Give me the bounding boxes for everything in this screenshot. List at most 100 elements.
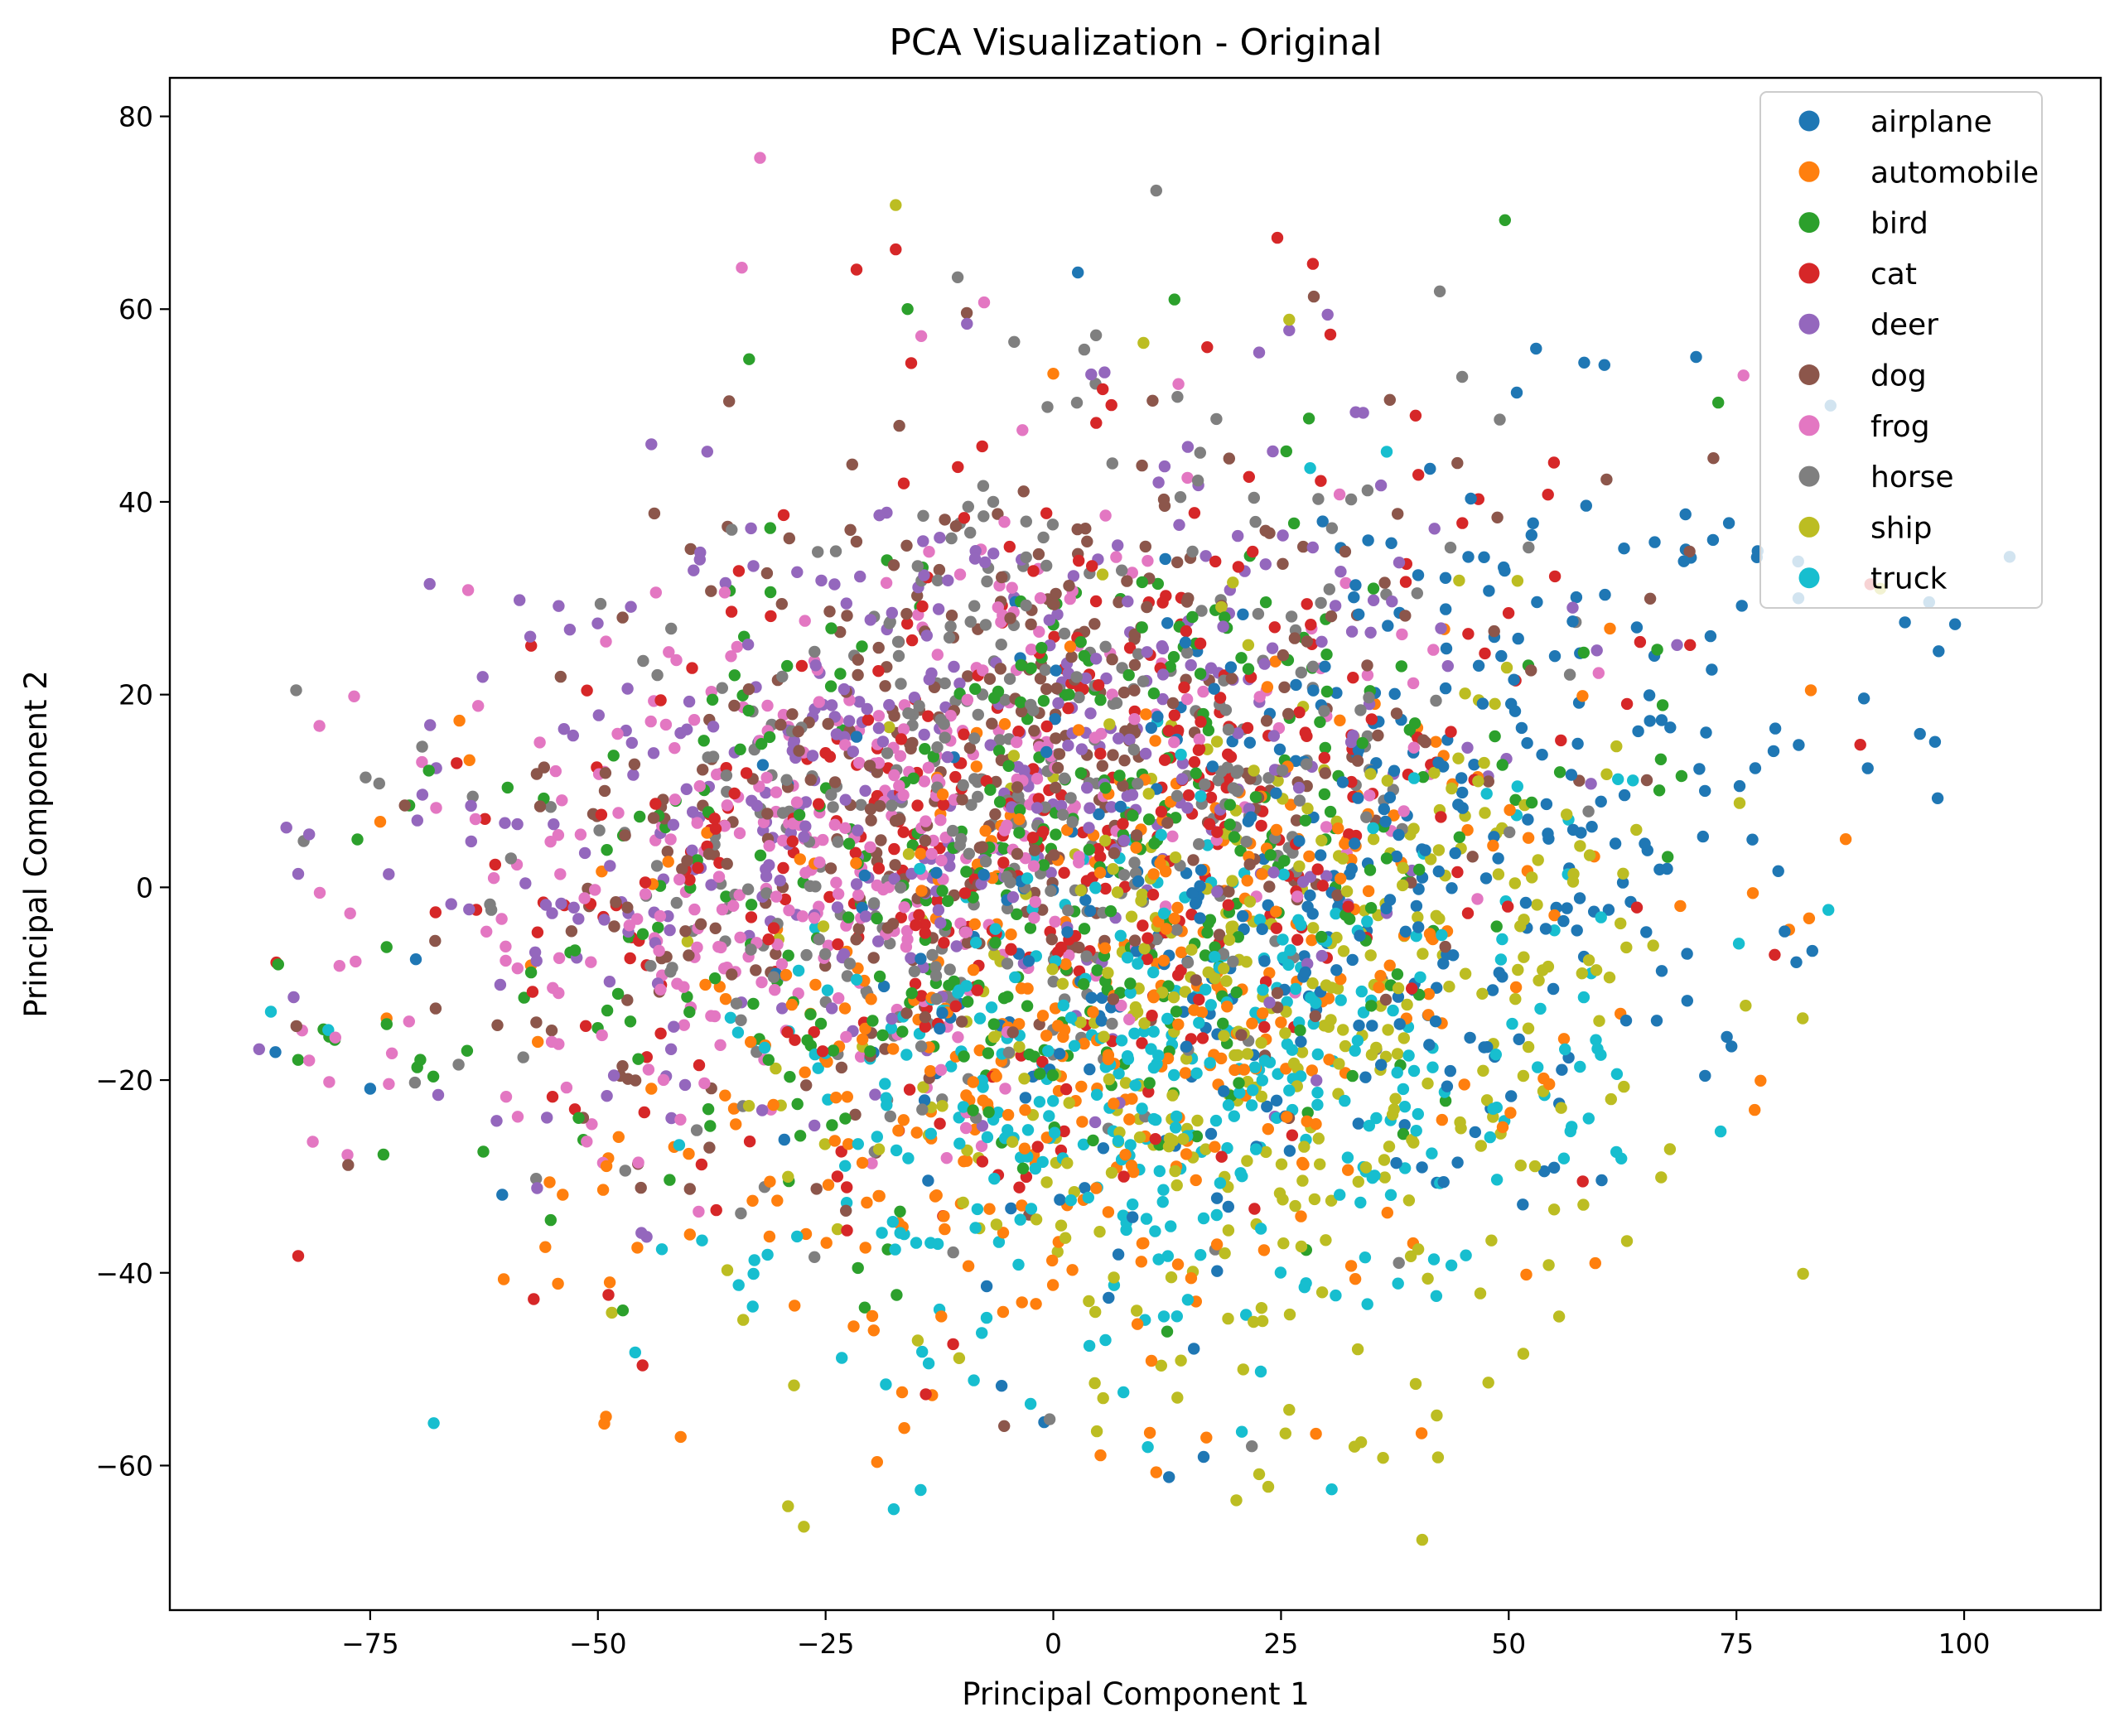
point-dog xyxy=(1383,393,1397,406)
point-frog xyxy=(734,931,746,944)
point-airplane xyxy=(1493,967,1506,979)
point-dog xyxy=(900,1007,913,1020)
point-ship xyxy=(961,1144,973,1157)
point-cat xyxy=(1003,540,1016,553)
point-frog xyxy=(1027,860,1040,872)
point-horse xyxy=(1494,413,1506,426)
point-dog xyxy=(900,608,913,620)
point-deer xyxy=(1098,366,1111,379)
point-airplane xyxy=(1204,1127,1218,1140)
point-horse xyxy=(1047,976,1060,988)
point-bird xyxy=(1525,796,1538,809)
point-ship xyxy=(1255,1090,1268,1103)
point-horse xyxy=(1099,640,1112,653)
point-airplane xyxy=(1180,1040,1193,1053)
point-dog xyxy=(1117,686,1131,699)
point-cat xyxy=(1196,1032,1209,1044)
point-cat xyxy=(1026,832,1040,844)
point-dog xyxy=(1141,600,1153,614)
point-deer xyxy=(869,1088,881,1101)
point-ship xyxy=(1046,963,1059,976)
point-frog xyxy=(313,886,326,899)
point-truck xyxy=(1361,1298,1373,1310)
point-cat xyxy=(919,927,931,939)
point-deer xyxy=(604,860,616,872)
point-cat xyxy=(1156,596,1169,609)
point-cat xyxy=(1435,811,1447,823)
point-dog xyxy=(648,507,661,520)
y-tick-label: −40 xyxy=(95,1257,153,1290)
point-dog xyxy=(1158,499,1171,512)
point-airplane xyxy=(1468,759,1480,771)
point-airplane xyxy=(1432,865,1446,878)
point-dog xyxy=(598,784,611,798)
point-frog xyxy=(612,807,625,819)
point-airplane xyxy=(1440,603,1452,615)
point-cat xyxy=(777,509,790,522)
point-ship xyxy=(890,199,902,211)
point-deer xyxy=(511,817,524,831)
point-frog xyxy=(416,755,428,769)
point-frog xyxy=(585,956,597,968)
point-truck xyxy=(968,1374,980,1386)
point-bird xyxy=(1014,804,1026,817)
point-ship xyxy=(1392,981,1405,995)
point-bird xyxy=(1002,991,1014,1003)
point-truck xyxy=(1304,462,1316,475)
point-truck xyxy=(924,1237,937,1249)
point-frog xyxy=(998,824,1011,837)
point-deer xyxy=(932,603,945,615)
legend-label-dog: dog xyxy=(1870,359,1927,393)
point-ship xyxy=(1307,922,1320,934)
point-frog xyxy=(333,960,345,972)
point-frog xyxy=(589,884,601,896)
point-automobile xyxy=(1257,1007,1269,1020)
point-dog xyxy=(1525,664,1537,677)
point-airplane xyxy=(1079,1182,1091,1194)
point-deer xyxy=(747,560,760,572)
point-ship xyxy=(737,1314,750,1326)
point-truck xyxy=(1153,1165,1166,1178)
point-ship xyxy=(1482,1377,1494,1389)
point-ship xyxy=(1218,962,1230,975)
point-bird xyxy=(1280,445,1293,458)
point-cat xyxy=(1094,851,1107,863)
point-deer xyxy=(1126,788,1139,801)
point-truck xyxy=(889,1243,901,1256)
point-airplane xyxy=(1681,948,1693,960)
point-airplane xyxy=(1412,883,1425,895)
point-automobile xyxy=(910,1126,923,1139)
point-frog xyxy=(545,1035,558,1049)
point-dog xyxy=(1108,846,1121,860)
point-deer xyxy=(1105,801,1117,813)
point-deer xyxy=(1364,626,1377,639)
point-dog xyxy=(647,812,660,824)
y-tick-label: −20 xyxy=(95,1064,153,1097)
point-bird xyxy=(1035,642,1048,654)
point-bird xyxy=(856,640,868,653)
point-horse xyxy=(1523,541,1535,554)
point-truck xyxy=(1426,1147,1438,1160)
point-bird xyxy=(1164,660,1176,673)
point-frog xyxy=(866,1157,878,1169)
point-automobile xyxy=(771,1194,784,1207)
point-automobile xyxy=(1145,1354,1158,1367)
point-frog xyxy=(350,955,362,968)
point-airplane xyxy=(1661,862,1673,875)
point-automobile xyxy=(1261,681,1274,693)
point-bird xyxy=(984,784,997,796)
point-ship xyxy=(1131,1005,1144,1019)
point-bird xyxy=(1046,1069,1060,1082)
point-airplane xyxy=(1767,745,1780,758)
point-automobile xyxy=(1425,932,1438,944)
point-cat xyxy=(1241,721,1254,735)
point-ship xyxy=(1446,782,1458,795)
point-truck xyxy=(696,1234,708,1247)
point-bird xyxy=(793,808,806,822)
point-truck xyxy=(945,1060,958,1073)
point-truck xyxy=(1195,790,1207,803)
point-ship xyxy=(1417,948,1429,960)
point-deer xyxy=(942,574,954,586)
point-dog xyxy=(1263,880,1276,893)
point-airplane xyxy=(915,952,927,965)
